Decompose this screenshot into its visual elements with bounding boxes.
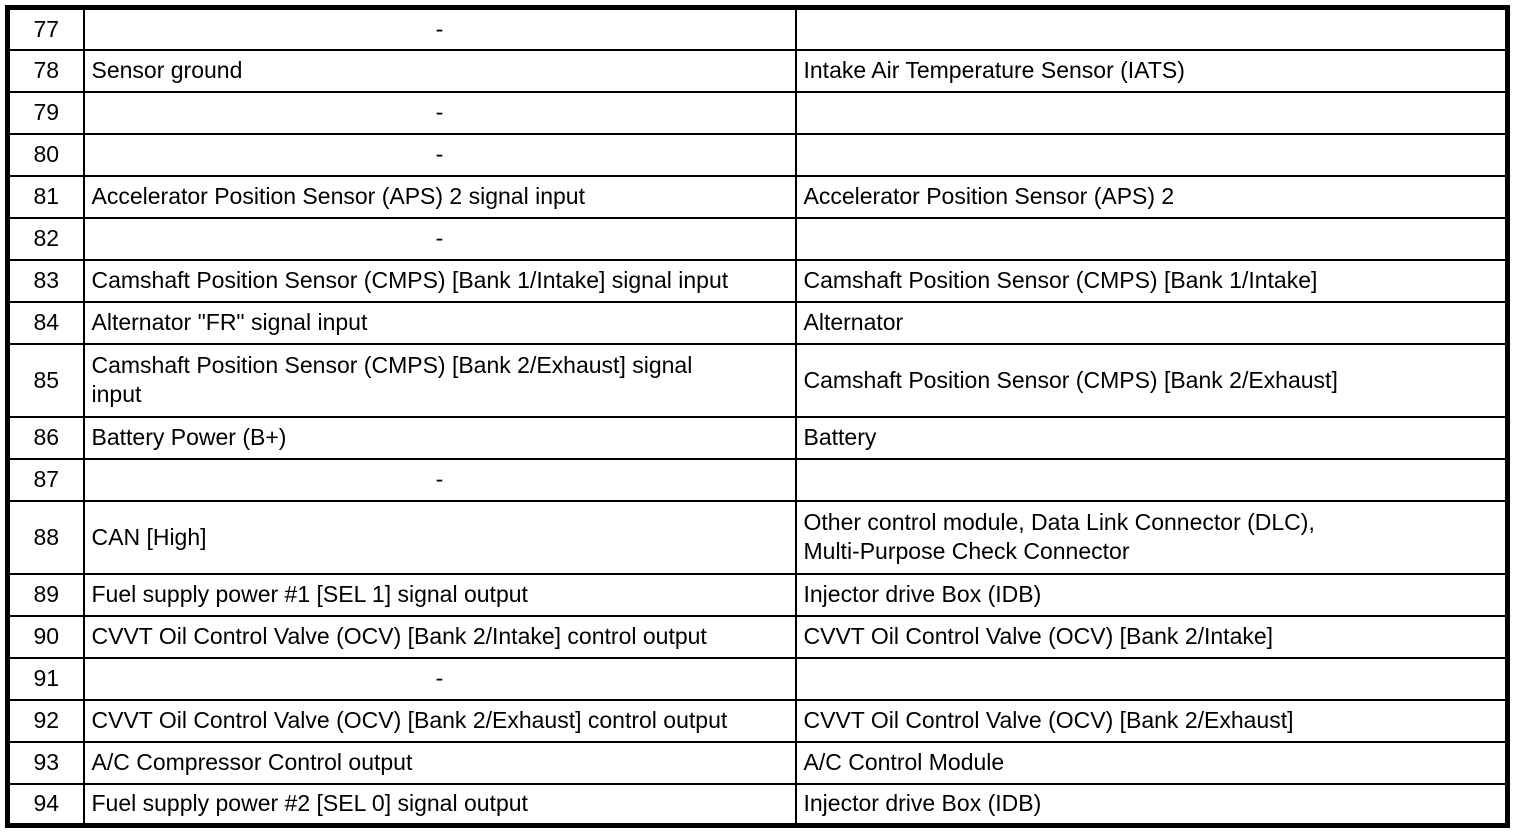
description-cell: Fuel supply power #1 [SEL 1] signal outp… [82,572,797,617]
connected-to-cell: CVVT Oil Control Valve (OCV) [Bank 2/Exh… [794,698,1509,743]
pin-cell: 78 [6,48,85,93]
description-cell: - [82,216,797,261]
table-row: 80 - [6,132,1509,177]
pin-cell: 80 [6,132,85,177]
table-row: 88 CAN [High] Other control module, Data… [6,499,1509,575]
connected-to-cell: Injector drive Box (IDB) [794,782,1509,827]
connected-to-cell: A/C Control Module [794,740,1509,785]
description-cell: Camshaft Position Sensor (CMPS) [Bank 1/… [82,258,797,303]
pin-cell: 90 [6,614,85,659]
connected-to-cell [794,90,1509,135]
connected-to-cell: Accelerator Position Sensor (APS) 2 [794,174,1509,219]
pin-cell: 85 [6,342,85,418]
connected-to-cell [794,132,1509,177]
description-cell: - [82,90,797,135]
connected-to-cell [794,6,1509,51]
connected-to-cell: Intake Air Temperature Sensor (IATS) [794,48,1509,93]
description-cell: Battery Power (B+) [82,415,797,460]
description-cell: A/C Compressor Control output [82,740,797,785]
table-row: 79 - [6,90,1509,135]
pin-cell: 92 [6,698,85,743]
pin-cell: 81 [6,174,85,219]
table-row: 85 Camshaft Position Sensor (CMPS) [Bank… [6,342,1509,418]
connected-to-cell: Other control module, Data Link Connecto… [794,499,1509,575]
table-row: 83 Camshaft Position Sensor (CMPS) [Bank… [6,258,1509,303]
table-row: 93 A/C Compressor Control output A/C Con… [6,740,1509,785]
table-row: 82 - [6,216,1509,261]
description-cell: - [82,6,797,51]
pin-cell: 86 [6,415,85,460]
description-cell: Camshaft Position Sensor (CMPS) [Bank 2/… [82,342,797,418]
table-row: 84 Alternator "FR" signal input Alternat… [6,300,1509,345]
description-cell: Alternator "FR" signal input [82,300,797,345]
pin-cell: 87 [6,457,85,502]
description-cell: - [82,656,797,701]
table-row: 78 Sensor ground Intake Air Temperature … [6,48,1509,93]
pin-cell: 89 [6,572,85,617]
table-row: 87 - [6,457,1509,502]
pin-cell: 79 [6,90,85,135]
connected-to-cell [794,656,1509,701]
connected-to-cell [794,216,1509,261]
table-row: 92 CVVT Oil Control Valve (OCV) [Bank 2/… [6,698,1509,743]
pin-cell: 94 [6,782,85,827]
pin-cell: 91 [6,656,85,701]
description-cell: Accelerator Position Sensor (APS) 2 sign… [82,174,797,219]
description-cell: CAN [High] [82,499,797,575]
connected-to-cell: Camshaft Position Sensor (CMPS) [Bank 1/… [794,258,1509,303]
pin-cell: 82 [6,216,85,261]
connected-to-cell: Battery [794,415,1509,460]
table-row: 81 Accelerator Position Sensor (APS) 2 s… [6,174,1509,219]
pin-cell: 83 [6,258,85,303]
connected-to-cell [794,457,1509,502]
table-row: 91 - [6,656,1509,701]
description-cell: CVVT Oil Control Valve (OCV) [Bank 2/Exh… [82,698,797,743]
connected-to-cell: CVVT Oil Control Valve (OCV) [Bank 2/Int… [794,614,1509,659]
pin-cell: 93 [6,740,85,785]
connected-to-cell: Injector drive Box (IDB) [794,572,1509,617]
description-cell: - [82,457,797,502]
description-cell: Fuel supply power #2 [SEL 0] signal outp… [82,782,797,827]
connected-to-cell: Alternator [794,300,1509,345]
connected-to-cell: Camshaft Position Sensor (CMPS) [Bank 2/… [794,342,1509,418]
table-row: 94 Fuel supply power #2 [SEL 0] signal o… [6,782,1509,827]
table-row: 86 Battery Power (B+) Battery [6,415,1509,460]
table-row: 89 Fuel supply power #1 [SEL 1] signal o… [6,572,1509,617]
description-cell: Sensor ground [82,48,797,93]
pinout-table: 77 - 78 Sensor ground Intake Air Tempera… [5,5,1510,828]
pin-cell: 84 [6,300,85,345]
table-row: 90 CVVT Oil Control Valve (OCV) [Bank 2/… [6,614,1509,659]
pin-cell: 88 [6,499,85,575]
description-cell: CVVT Oil Control Valve (OCV) [Bank 2/Int… [82,614,797,659]
description-cell: - [82,132,797,177]
table-row: 77 - [6,6,1509,51]
pin-cell: 77 [6,6,85,51]
